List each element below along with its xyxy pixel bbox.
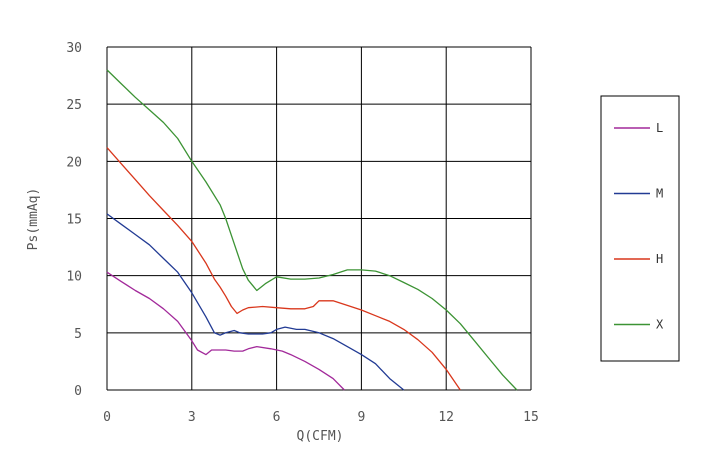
series-line-m: [106, 213, 405, 391]
grid-lines: [106, 46, 532, 391]
tick-labels: 0 3 6 9 12 15 0 5 10 15 20 25 30: [66, 41, 538, 425]
x-tick-label: 6: [273, 410, 281, 425]
x-axis-label: Q(CFM): [297, 429, 344, 444]
y-tick-label: 25: [66, 98, 82, 113]
legend-label-h: H: [656, 252, 663, 266]
legend-label-x: X: [656, 318, 664, 332]
series-line-h: [106, 147, 461, 391]
series-line-x: [106, 69, 518, 391]
legend-label-l: L: [656, 121, 663, 135]
x-tick-label: 15: [523, 410, 539, 425]
y-tick-label: 5: [74, 327, 82, 342]
legend-box: [600, 95, 680, 362]
legend: L M H X: [614, 121, 664, 332]
legend-label-m: M: [656, 187, 663, 201]
series-line-l: [106, 271, 345, 391]
x-tick-label: 0: [103, 410, 111, 425]
x-tick-label: 9: [357, 410, 365, 425]
y-tick-label: 15: [66, 213, 82, 228]
y-tick-label: 20: [66, 155, 82, 170]
y-axis-label: Ps(mmAq): [26, 188, 41, 251]
series-lines: [106, 69, 518, 391]
y-tick-label: 0: [74, 384, 82, 399]
x-tick-label: 12: [438, 410, 454, 425]
y-tick-label: 10: [66, 270, 82, 285]
x-tick-label: 3: [188, 410, 196, 425]
y-tick-label: 30: [66, 41, 82, 56]
